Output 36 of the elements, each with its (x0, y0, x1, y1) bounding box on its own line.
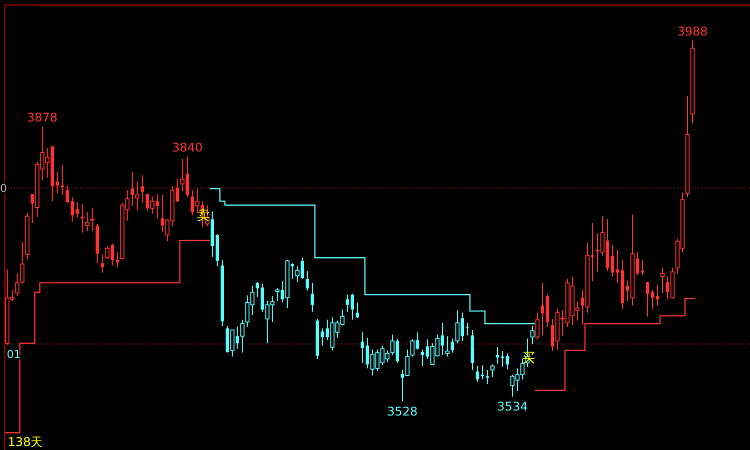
candlestick (310, 282, 314, 312)
candlestick (540, 282, 544, 336)
candlestick (306, 270, 310, 292)
candlestick (350, 293, 354, 320)
candlestick (656, 284, 660, 306)
annotation: 3528 (387, 404, 418, 418)
candlestick (445, 336, 450, 358)
candlestick (450, 338, 454, 354)
annotation: 3878 (27, 110, 58, 125)
annotation: 3988 (677, 24, 708, 38)
candlestick (410, 338, 415, 358)
annotation: 3534 (497, 400, 528, 414)
candlestick (100, 254, 104, 274)
candlestick (346, 294, 350, 312)
candlestick (140, 174, 144, 204)
candlestick (90, 208, 94, 232)
candlestick (360, 332, 364, 364)
candlestick (650, 289, 654, 310)
candlestick (356, 302, 360, 319)
annotation: 138天 (8, 435, 43, 449)
candlestick (80, 204, 84, 234)
candlestick (15, 272, 20, 297)
candlestick (476, 366, 480, 382)
annotation: 3840 (172, 140, 203, 154)
candlestick (660, 267, 665, 294)
candlestick (490, 364, 495, 378)
candlestick (405, 349, 410, 377)
candlestick (85, 212, 90, 232)
candlestick (20, 242, 24, 284)
candlestick (455, 310, 460, 344)
candlestick (646, 282, 650, 318)
candlestick (60, 164, 64, 196)
candlestick (116, 252, 119, 268)
candlestick (496, 346, 500, 364)
candlestick (610, 244, 614, 278)
candlestick (486, 369, 490, 385)
